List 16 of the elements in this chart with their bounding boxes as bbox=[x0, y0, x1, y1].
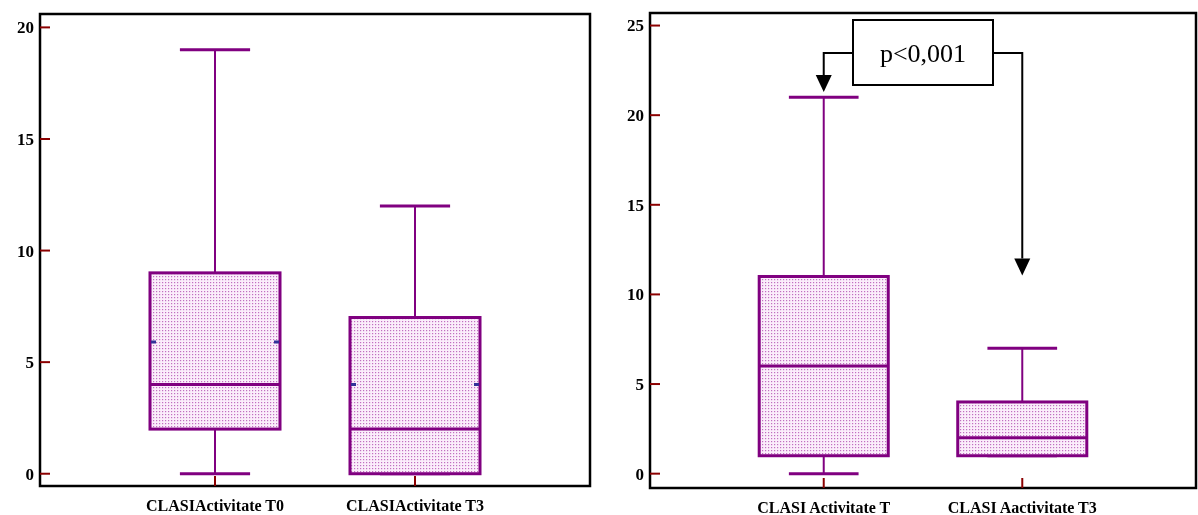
x-tick-label: CLASI Activitate T bbox=[757, 499, 891, 515]
annotation: p<0,001 bbox=[879, 39, 967, 69]
x-tick-label: CLASIActivitate T0 bbox=[146, 497, 284, 514]
y-tick-label: 0 bbox=[635, 464, 644, 484]
y-tick-label: 5 bbox=[635, 374, 644, 394]
y-tick-label: 10 bbox=[627, 285, 644, 305]
y-tick-label: 20 bbox=[627, 106, 644, 126]
y-tick-label: 20 bbox=[17, 18, 34, 38]
x-tick-label: CLASI Aactivitate T3 bbox=[947, 499, 1097, 515]
y-tick-label: 0 bbox=[25, 464, 34, 484]
y-tick-label: 10 bbox=[17, 241, 34, 261]
x-tick-label: CLASIActivitate T3 bbox=[346, 497, 484, 514]
y-tick-label: 15 bbox=[627, 195, 644, 215]
y-tick-label: 15 bbox=[17, 129, 34, 149]
y-tick-label: 25 bbox=[627, 16, 644, 36]
y-tick-label: 5 bbox=[25, 353, 34, 373]
